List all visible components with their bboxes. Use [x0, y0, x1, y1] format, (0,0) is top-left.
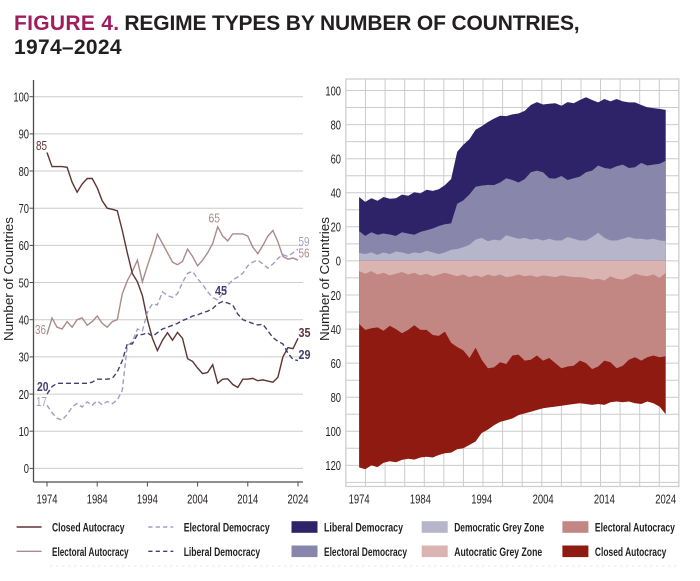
svg-text:1974: 1974	[349, 492, 370, 507]
svg-text:10: 10	[19, 424, 29, 439]
svg-text:20: 20	[19, 387, 29, 402]
svg-text:0: 0	[336, 254, 341, 269]
svg-text:100: 100	[325, 424, 341, 439]
svg-text:Liberal Democracy: Liberal Democracy	[184, 546, 261, 559]
svg-text:60: 60	[331, 356, 341, 371]
svg-text:Electoral Autocracy: Electoral Autocracy	[52, 546, 129, 559]
svg-text:2004: 2004	[533, 492, 554, 507]
svg-text:2014: 2014	[594, 492, 615, 507]
svg-text:Electoral Democracy: Electoral Democracy	[184, 522, 270, 535]
svg-text:120: 120	[325, 458, 341, 473]
svg-text:50: 50	[19, 275, 29, 290]
svg-text:59: 59	[299, 234, 310, 249]
svg-text:1984: 1984	[410, 492, 431, 507]
svg-text:20: 20	[37, 379, 49, 394]
svg-text:40: 40	[19, 313, 29, 328]
svg-text:90: 90	[19, 127, 29, 142]
svg-text:40: 40	[331, 186, 341, 201]
svg-text:Number of Countries: Number of Countries	[317, 217, 332, 341]
svg-text:65: 65	[209, 211, 221, 226]
svg-text:Electoral Autocracy: Electoral Autocracy	[595, 522, 675, 535]
svg-text:85: 85	[36, 138, 47, 153]
svg-text:56: 56	[299, 246, 310, 261]
svg-text:100: 100	[325, 83, 341, 98]
svg-text:45: 45	[215, 283, 227, 298]
svg-text:FIGURE 4.REGIME TYPES BY NUMBE: FIGURE 4. REGIME TYPES BY NUMBER OF COUNT…	[14, 12, 579, 35]
svg-text:40: 40	[331, 322, 341, 337]
svg-text:Democratic Grey Zone: Democratic Grey Zone	[454, 522, 544, 535]
svg-text:Autocratic Grey Zone: Autocratic Grey Zone	[454, 546, 542, 559]
svg-text:70: 70	[19, 201, 29, 216]
svg-text:17: 17	[36, 394, 47, 409]
svg-text:80: 80	[19, 164, 29, 179]
svg-text:0: 0	[24, 461, 29, 476]
svg-text:1994: 1994	[471, 492, 492, 507]
svg-text:2014: 2014	[237, 492, 258, 507]
svg-text:100: 100	[13, 90, 29, 105]
svg-text:1974–2024: 1974–2024	[14, 36, 122, 59]
svg-text:60: 60	[331, 152, 341, 167]
svg-text:1994: 1994	[137, 492, 158, 507]
svg-text:20: 20	[331, 220, 341, 235]
svg-text:Liberal Democracy: Liberal Democracy	[324, 522, 403, 535]
svg-text:80: 80	[331, 117, 341, 132]
svg-text:80: 80	[331, 390, 341, 405]
svg-text:Closed Autocracy: Closed Autocracy	[595, 546, 667, 559]
svg-text:Electoral Democracy: Electoral Democracy	[324, 546, 407, 559]
svg-text:1974: 1974	[37, 492, 58, 507]
svg-text:30: 30	[19, 350, 29, 365]
svg-text:1984: 1984	[87, 492, 108, 507]
svg-text:20: 20	[331, 288, 341, 303]
svg-text:2004: 2004	[187, 492, 208, 507]
svg-text:2024: 2024	[288, 492, 309, 507]
svg-text:36: 36	[35, 322, 46, 337]
svg-text:2024: 2024	[655, 492, 676, 507]
svg-text:29: 29	[299, 347, 311, 362]
svg-text:60: 60	[19, 238, 29, 253]
svg-text:35: 35	[299, 325, 311, 340]
svg-text:Number of Countries: Number of Countries	[1, 217, 16, 341]
svg-text:Closed Autocracy: Closed Autocracy	[52, 522, 125, 535]
